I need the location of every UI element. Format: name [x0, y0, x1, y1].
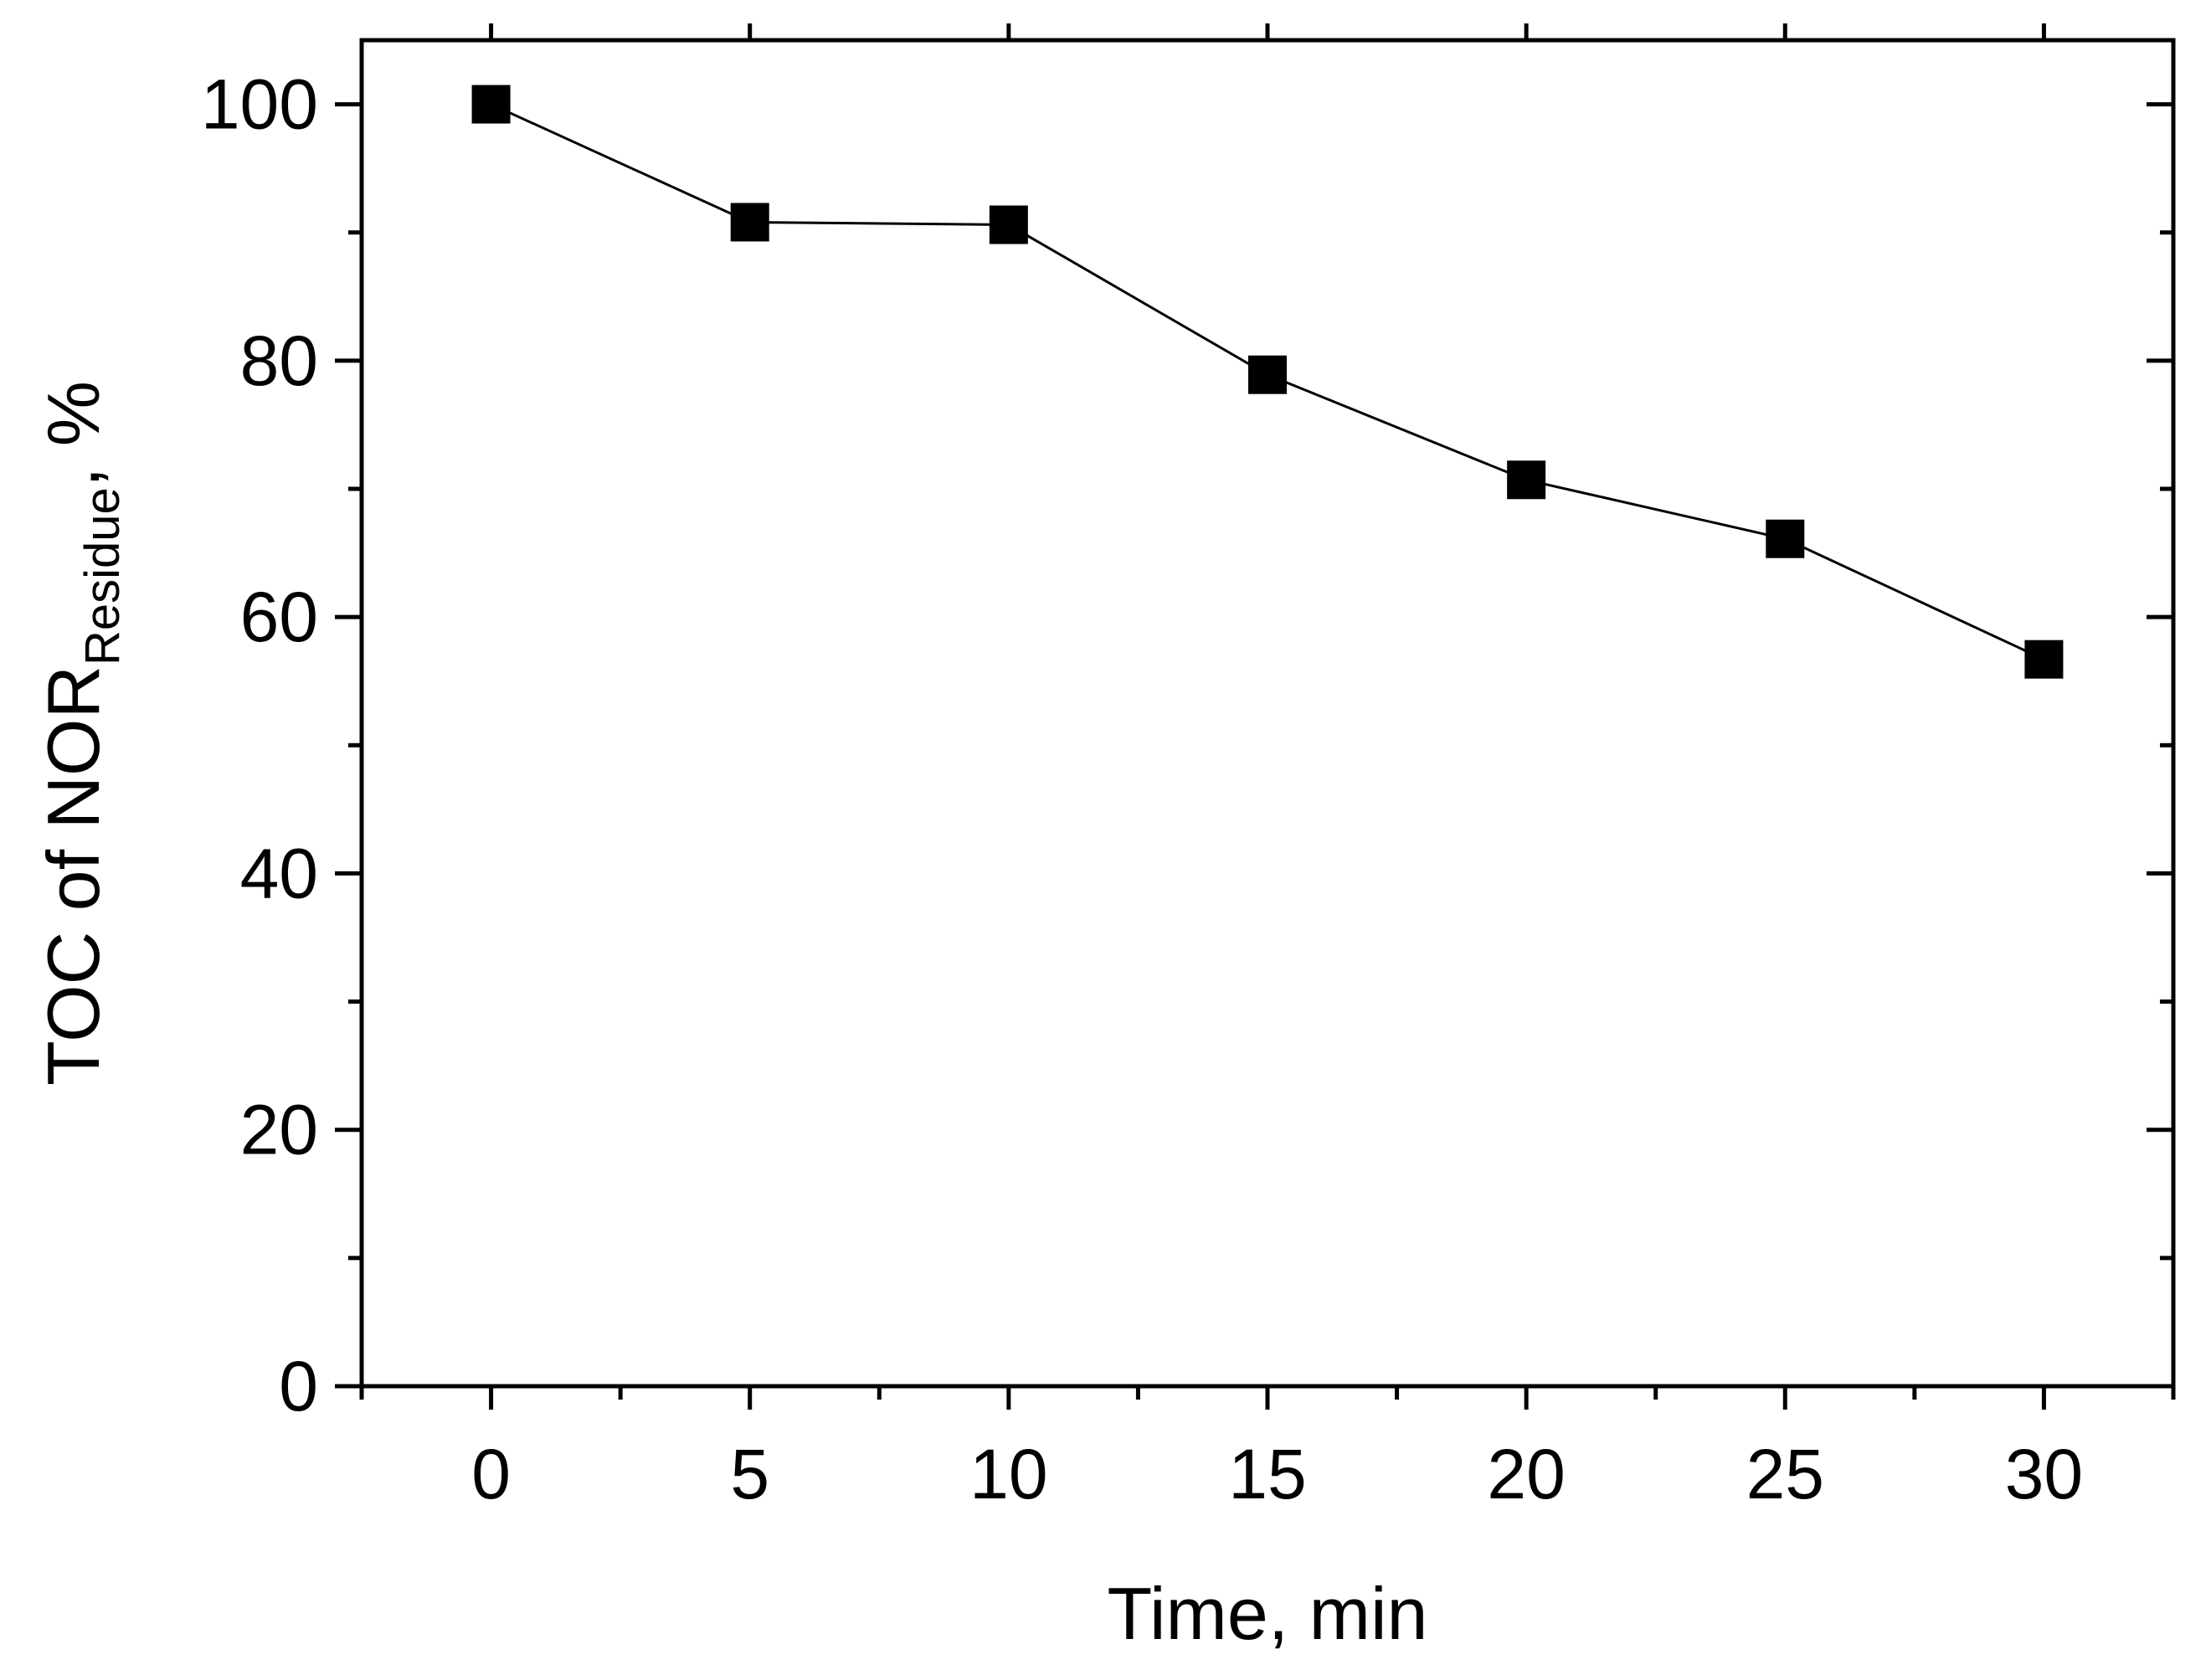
y-tick-label: 40	[240, 834, 318, 912]
x-tick-label: 25	[1746, 1435, 1824, 1513]
x-tick-label: 10	[969, 1435, 1047, 1513]
data-point-marker	[1248, 355, 1287, 394]
plot-frame	[359, 38, 2176, 1389]
data-point-marker	[730, 203, 769, 242]
data-point-marker	[1507, 460, 1546, 500]
series-marker-layer	[471, 85, 2064, 679]
y-tick-label: 60	[240, 578, 318, 656]
data-point-marker	[2024, 640, 2064, 679]
x-tick-label: 30	[2005, 1435, 2083, 1513]
x-tick-label: 20	[1487, 1435, 1565, 1513]
y-tick-label: 80	[240, 321, 318, 400]
y-tick-label: 0	[279, 1347, 318, 1426]
y-axis-title-main: TOC of NOR	[32, 665, 115, 1086]
x-tick-label: 0	[471, 1435, 511, 1513]
ticks-layer	[335, 23, 2176, 1410]
data-point-marker	[989, 205, 1028, 244]
y-axis-title-subscript: Residue	[75, 487, 130, 665]
x-axis-title: Time, min	[1108, 1572, 1428, 1655]
y-tick-label: 20	[240, 1091, 318, 1169]
y-axis-title: TOC of NORResidue, %	[32, 381, 130, 1086]
tick-labels-layer: 0 5 10 15 20 25 30 0 20 40 60 80 100	[201, 65, 2083, 1513]
data-point-marker	[471, 85, 511, 124]
x-tick-label: 15	[1228, 1435, 1306, 1513]
y-tick-label: 100	[201, 65, 318, 144]
y-axis-title-suffix: , %	[32, 381, 115, 487]
data-point-marker	[1766, 519, 1805, 558]
x-tick-label: 5	[730, 1435, 769, 1513]
